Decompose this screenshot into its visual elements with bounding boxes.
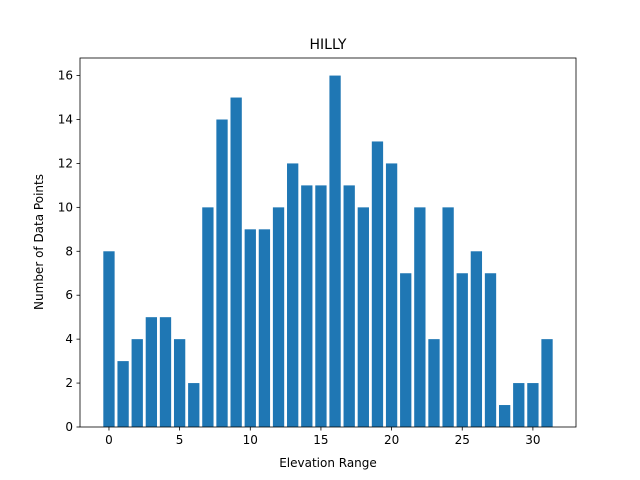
bar-7 xyxy=(202,207,214,427)
bar-15 xyxy=(315,185,327,427)
bar-9 xyxy=(230,97,242,428)
x-axis-ticks: 0 5 10 15 20 25 30 xyxy=(105,427,541,447)
bar-30 xyxy=(527,383,539,427)
bar-10 xyxy=(244,229,256,427)
y-tick-label: 6 xyxy=(65,288,73,302)
bar-3 xyxy=(145,317,158,427)
bar-22 xyxy=(414,207,426,427)
bar-28 xyxy=(498,405,511,427)
bar-19 xyxy=(371,141,384,427)
bar-18 xyxy=(357,207,369,427)
x-tick-label: 10 xyxy=(243,433,258,447)
bar-27 xyxy=(484,273,497,427)
y-tick-label: 16 xyxy=(58,69,73,83)
bar-29 xyxy=(513,383,525,427)
bars-group xyxy=(103,75,553,428)
bar-25 xyxy=(456,273,468,427)
y-axis-label: Number of Data Points xyxy=(32,174,46,310)
bar-17 xyxy=(343,185,355,427)
bar-14 xyxy=(301,185,313,427)
bar-26 xyxy=(470,251,483,427)
bar-20 xyxy=(385,163,398,427)
bar-23 xyxy=(428,339,440,427)
x-tick-label: 25 xyxy=(455,433,470,447)
x-axis-label: Elevation Range xyxy=(279,456,377,470)
x-tick-label: 15 xyxy=(313,433,328,447)
bar-16 xyxy=(329,75,341,428)
bar-0 xyxy=(103,251,115,427)
bar-4 xyxy=(159,317,172,427)
y-axis-ticks: 0 2 4 6 8 10 12 14 16 xyxy=(58,69,80,434)
x-tick-label: 30 xyxy=(525,433,540,447)
y-tick-label: 14 xyxy=(58,113,73,127)
bar-11 xyxy=(258,229,271,427)
y-tick-label: 4 xyxy=(65,332,73,346)
bar-6 xyxy=(188,383,200,427)
bar-12 xyxy=(272,207,285,427)
bar-5 xyxy=(173,339,186,427)
x-tick-label: 0 xyxy=(105,433,113,447)
y-tick-label: 12 xyxy=(58,156,73,170)
bar-24 xyxy=(442,207,454,427)
bar-2 xyxy=(131,339,143,427)
chart-title: HILLY xyxy=(310,37,347,53)
y-tick-label: 10 xyxy=(58,200,73,214)
y-tick-label: 0 xyxy=(65,420,73,434)
bar-13 xyxy=(287,163,299,427)
x-tick-label: 20 xyxy=(384,433,399,447)
bar-8 xyxy=(216,119,228,427)
x-tick-label: 5 xyxy=(176,433,184,447)
y-tick-label: 8 xyxy=(65,244,73,258)
plot-frame xyxy=(79,57,577,428)
bar-1 xyxy=(117,361,129,427)
bar-31 xyxy=(541,339,553,427)
bar-21 xyxy=(400,273,412,427)
y-tick-label: 2 xyxy=(65,376,73,390)
